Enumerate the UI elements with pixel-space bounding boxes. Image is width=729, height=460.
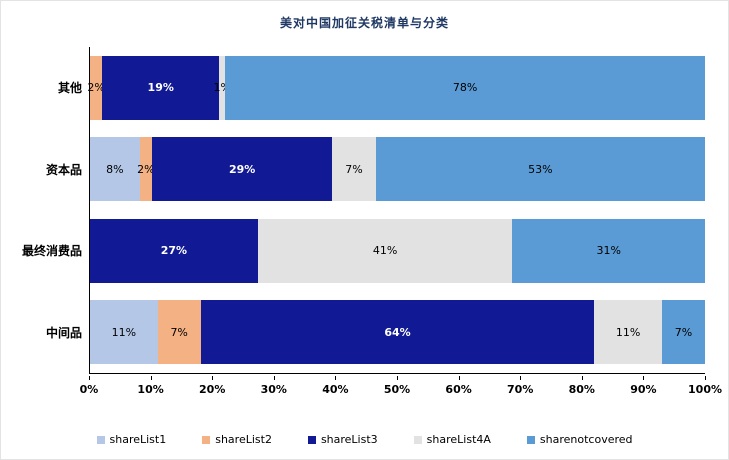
bar-value-label: 27% [160,244,188,258]
x-tick-label: 40% [322,383,349,396]
bar-value-label: 19% [147,81,174,95]
bar-value-label: 53% [528,162,553,176]
x-axis-tick [212,376,214,380]
bar-segment-shareList4A: 11% [594,300,662,365]
legend-label: shareList3 [320,433,378,446]
chart-title: 美对中国加征关税清单与分类 [279,16,449,30]
stacked-bar: 2% 19% 1% 78% [87,55,705,120]
bar-value-label: 8% [106,162,124,176]
x-axis-tick [273,376,275,380]
bar-segment-sharenotcovered: 78% [225,55,705,120]
legend-item-sharenotcovered: sharenotcovered [526,433,633,446]
stacked-bar: 8% 2% 29% 7% 53% [90,137,705,202]
x-tick-label: 80% [568,383,595,396]
x-axis-tick [458,376,460,380]
y-axis-label: 资本品 [45,162,82,177]
bar-value-label: 2% [87,81,105,95]
legend-swatch [526,435,535,444]
legend-label: shareList1 [109,433,167,446]
bar-segment-shareList3: 64% [200,300,595,365]
legend-item-shareList1: shareList1 [96,433,167,446]
bar-value-label: 11% [111,325,137,339]
x-axis-tick [89,376,90,380]
bar-value-label: 31% [596,244,621,258]
bar-value-label: 11% [615,325,641,339]
stacked-bar: 11% 7% 64% 11% 7% [90,300,705,365]
bar-segment-sharenotcovered: 53% [375,137,705,202]
x-axis: 0% 10% 20% 30% 40% 50% 60% 70% 80% 90% 100% [80,376,722,400]
bar-value-label: 29% [229,162,256,176]
x-axis-tick [643,376,645,380]
legend-item-shareList2: shareList2 [202,433,272,446]
x-axis-tick [581,376,583,380]
bar-segment-shareList4A: 41% [257,218,513,283]
x-tick-label: 100% [688,383,722,396]
x-tick-label: 30% [260,383,287,396]
stacked-bar: 27% 41% 31% [90,218,705,283]
legend-item-shareList4A: shareList4A [413,433,491,446]
bar-row: 其他 2% 19% 1% 78% [58,47,705,129]
bar-segment-shareList3: 19% [102,55,220,120]
bar-segment-sharenotcovered: 7% [661,300,705,365]
bar-row: 资本品 8% 2% 29% 7% 53% [46,129,705,211]
y-axis-label: 其他 [57,81,82,96]
bar-segment-shareList2: 2% [87,55,105,120]
bar-segment-shareList2: 2% [137,137,155,202]
legend-label: sharenotcovered [539,433,633,446]
bar-segment-shareList3: 29% [152,137,333,202]
legend-swatch [307,435,316,444]
bar-value-label: 78% [452,81,478,95]
x-tick-label: 0% [79,383,99,396]
legend-swatch [96,435,105,444]
x-tick-label: 70% [507,383,534,396]
bar-value-label: 41% [372,244,398,258]
bar-value-label: 7% [674,325,693,339]
x-axis-tick [397,376,398,380]
bar-value-label: 7% [345,162,363,176]
bar-segment-shareList3: 27% [90,218,258,283]
y-axis-label: 最终消费品 [21,244,82,259]
bar-segment-sharenotcovered: 31% [512,218,705,283]
bar-row: 中间品 11% 7% 64% 11% 7% [46,292,705,374]
bar-row: 最终消费品 27% 41% 31% [22,210,705,292]
x-axis-tick [520,376,522,380]
plot-area: 其他 2% 19% 1% 78% 资本品 8% 2% 29% 7% 53% 最终消费品 27% 41% 31… [22,47,705,374]
x-tick-label: 60% [445,383,472,396]
bar-segment-shareList1: 11% [90,300,158,365]
x-tick-label: 90% [630,383,657,396]
bar-value-label: 7% [170,325,188,339]
legend: shareList1 shareList2 shareList3 shareList4… [1,433,728,446]
x-tick-label: 50% [383,383,411,396]
x-tick-label: 20% [199,383,226,396]
legend-swatch [202,435,211,444]
y-axis-label: 中间品 [45,325,82,340]
legend-item-shareList3: shareList3 [307,433,378,446]
bar-segment-shareList2: 7% [157,300,201,365]
x-axis-tick [705,376,706,380]
bar-value-label: 2% [137,162,155,176]
bar-segment-shareList4A: 7% [332,137,376,202]
legend-label: shareList2 [215,433,272,446]
legend-label: shareList4A [426,433,491,446]
x-tick-label: 10% [137,383,164,396]
x-axis-tick [335,376,337,380]
x-axis-tick [150,376,152,380]
bar-value-label: 64% [384,325,411,339]
legend-swatch [413,435,422,444]
bar-rows: 其他 2% 19% 1% 78% 资本品 8% 2% 29% 7% 53% 最终消费品 27% 41% 31… [22,47,705,374]
bar-segment-shareList1: 8% [90,137,140,202]
